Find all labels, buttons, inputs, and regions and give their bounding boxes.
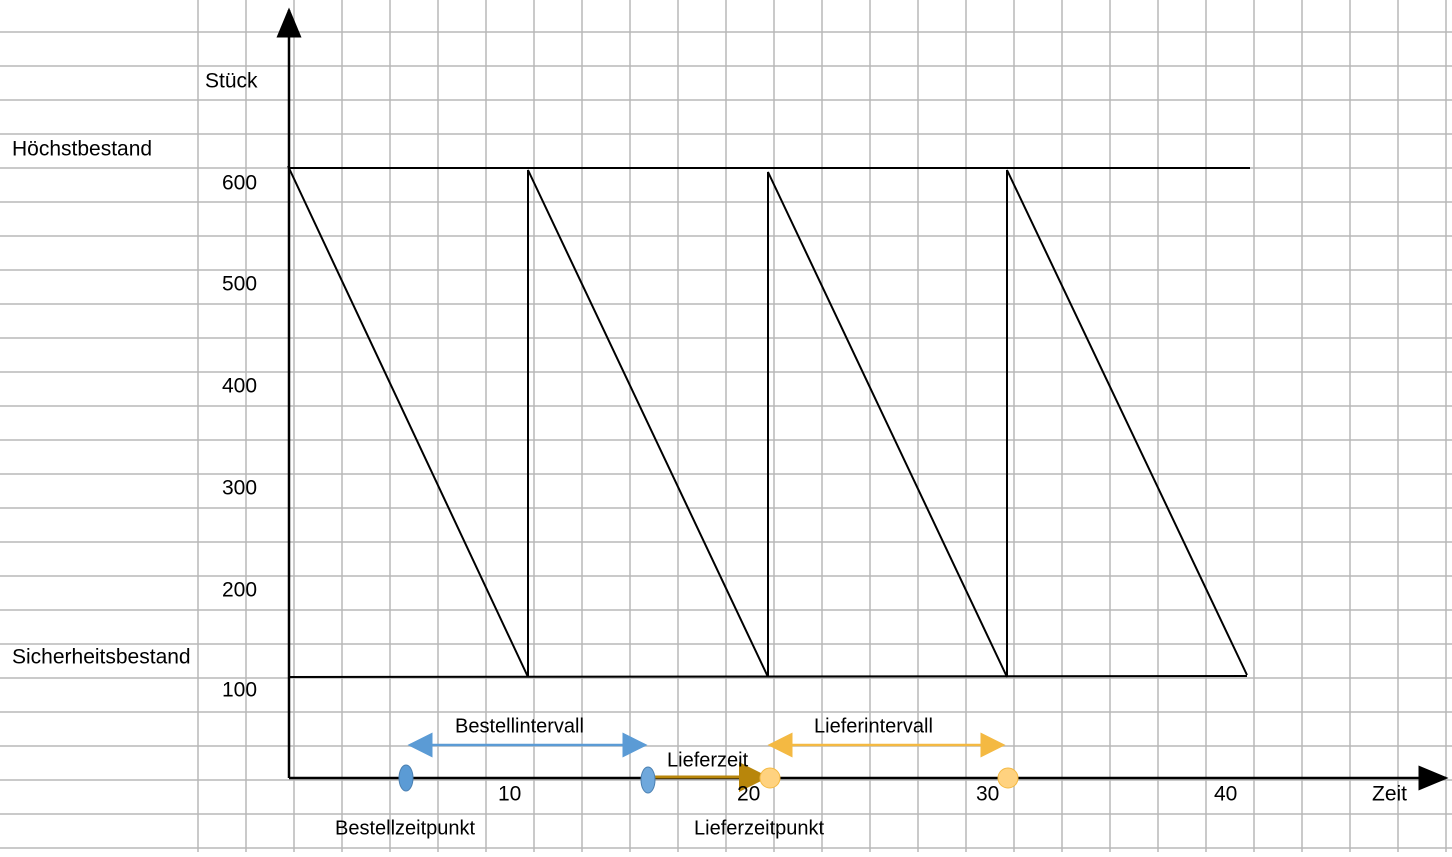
delivery-point-marker <box>997 767 1019 789</box>
x-axis-label: Zeit <box>1372 783 1407 806</box>
x-tick-label: 40 <box>1214 783 1237 806</box>
x-tick-label: 30 <box>976 783 999 806</box>
annotation: Bestellzeitpunkt <box>335 817 476 839</box>
y-tick-label: 300 <box>222 477 257 500</box>
annotation: Lieferzeitpunkt <box>694 817 825 839</box>
annotation: Lieferintervall <box>814 715 933 737</box>
order-point-marker <box>640 766 656 794</box>
sawtooth <box>287 165 1250 678</box>
annotation: Bestellintervall <box>455 715 584 737</box>
y-tick-label: 200 <box>222 579 257 602</box>
stock-curve <box>287 165 1248 678</box>
order-point-marker <box>398 764 414 792</box>
level-label: Höchstbestand <box>12 138 152 161</box>
y-tick-label: 400 <box>222 375 257 398</box>
y-tick-label: 600 <box>222 172 257 195</box>
y-tick-label: 100 <box>222 679 257 702</box>
x-tick-label: 10 <box>498 783 521 806</box>
level-label: Sicherheitsbestand <box>12 646 191 669</box>
y-axis-label: Stück <box>205 70 258 93</box>
x-tick-label: 20 <box>737 783 760 806</box>
y-tick-label: 500 <box>222 273 257 296</box>
annotation: Lieferzeit <box>667 749 749 771</box>
delivery-point-marker <box>759 767 781 789</box>
